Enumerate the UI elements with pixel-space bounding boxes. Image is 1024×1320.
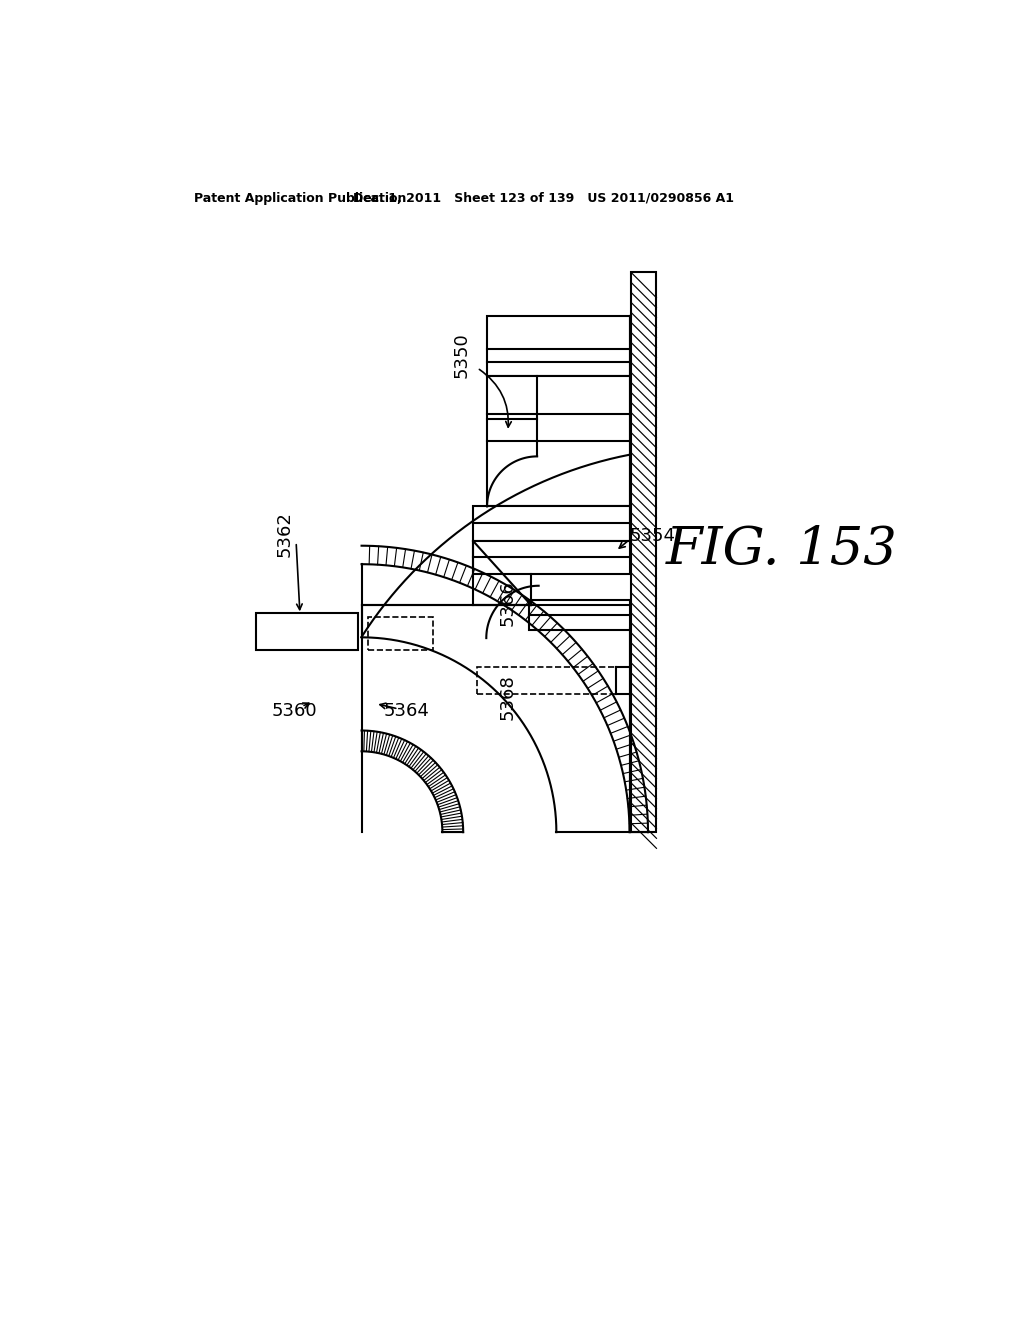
- Text: 5362: 5362: [275, 511, 294, 557]
- Bar: [477, 667, 615, 693]
- Bar: [487, 376, 630, 507]
- Bar: [487, 317, 630, 376]
- Text: 5354: 5354: [630, 527, 676, 545]
- Bar: [368, 616, 433, 649]
- Text: 5366: 5366: [499, 581, 517, 626]
- Bar: [473, 507, 630, 541]
- Text: Dec. 1, 2011   Sheet 123 of 139   US 2011/0290856 A1: Dec. 1, 2011 Sheet 123 of 139 US 2011/02…: [353, 191, 734, 205]
- Bar: [473, 541, 630, 574]
- Bar: [631, 272, 656, 832]
- Bar: [256, 612, 358, 649]
- Text: 5350: 5350: [453, 331, 471, 378]
- Text: Patent Application Publication: Patent Application Publication: [194, 191, 407, 205]
- Text: FIG. 153: FIG. 153: [666, 524, 897, 576]
- Text: 5368: 5368: [499, 675, 517, 721]
- Bar: [529, 599, 630, 630]
- Text: 5360: 5360: [271, 702, 317, 721]
- Text: 5364: 5364: [383, 702, 429, 721]
